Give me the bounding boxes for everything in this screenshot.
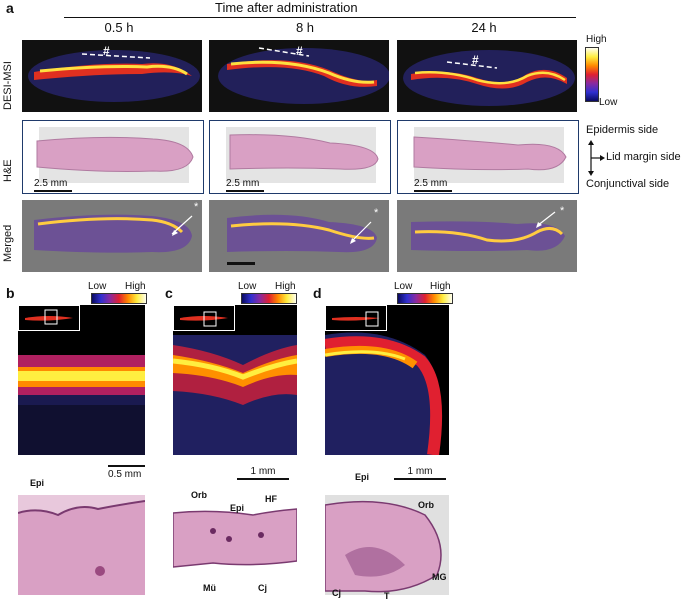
label-cj-c: Cj (258, 583, 267, 593)
label-mg-d: MG (432, 572, 447, 582)
hash-marker-8h: # (296, 44, 303, 58)
label-cj-d: Cj (332, 588, 341, 598)
scale-bar-he-24h: 2.5 mm (414, 178, 452, 192)
panel-b-overview-inset (18, 305, 80, 331)
scale-label: 2.5 mm (414, 178, 448, 189)
row-label-desi-msi: DESI-MSI (2, 61, 14, 110)
scale-label: 0.5 mm (108, 469, 142, 480)
row-label-merged: Merged (2, 224, 14, 262)
panel-d-cbar-high: High (430, 281, 451, 292)
star-marker-0-5h: * (194, 201, 199, 213)
panel-d-overview-inset (325, 305, 387, 331)
orientation-bottom-label: Conjunctival side (586, 178, 670, 190)
panel-c-colorbar (241, 293, 297, 304)
header-rule (64, 17, 576, 18)
label-orb-c: Orb (191, 490, 208, 500)
panel-b-cbar-high: High (125, 281, 146, 292)
star-marker-24h: * (560, 205, 565, 217)
label-hf-c: HF (265, 494, 277, 504)
panel-c-he-zoom (173, 495, 297, 595)
panel-b-scale-bar: 0.5 mm (108, 465, 145, 480)
panel-c-cbar-low: Low (238, 281, 257, 292)
panel-b-cbar-low: Low (88, 281, 107, 292)
panel-b-colorbar (91, 293, 147, 304)
label-orb-d: Orb (418, 500, 435, 510)
orientation-right-label: Lid margin side (606, 151, 681, 163)
panel-c-cbar-high: High (275, 281, 296, 292)
scale-label: 2.5 mm (34, 178, 68, 189)
panel-a-header: Time after administration (215, 0, 358, 15)
he-image-24h (397, 120, 579, 194)
panel-b-he-zoom (18, 495, 145, 595)
msi-image-0-5h (22, 40, 202, 112)
colorbar-high-label: High (586, 34, 607, 45)
hash-marker-24h: # (472, 53, 479, 67)
label-mu-c: Mü (203, 583, 216, 593)
msi-image-8h (209, 40, 389, 112)
label-t-d: T (384, 591, 390, 601)
column-title-24h: 24 h (471, 20, 497, 35)
msi-image-24h (397, 40, 577, 112)
panel-c-scale-bar: 1 mm (237, 466, 289, 480)
panel-d-cbar-low: Low (394, 281, 413, 292)
he-image-0-5h (22, 120, 204, 194)
panel-d-he-zoom (325, 495, 449, 595)
panel-c-letter: c (165, 285, 173, 301)
panel-d-scale-bar: 1 mm (394, 466, 446, 480)
orientation-top-label: Epidermis side (586, 124, 659, 136)
label-epi-d: Epi (355, 472, 370, 482)
column-title-8h: 8 h (295, 20, 315, 35)
colorbar-low-label: Low (599, 97, 618, 108)
scale-bar-he-0-5h: 2.5 mm (34, 178, 72, 192)
merged-image-24h (397, 200, 577, 272)
panel-b-letter: b (6, 285, 15, 301)
label-epi-b: Epi (30, 478, 45, 488)
row-label-he: H&E (2, 159, 14, 182)
scale-label: 1 mm (250, 466, 276, 477)
panel-c-overview-inset (173, 305, 235, 331)
scale-bar-he-8h: 2.5 mm (226, 178, 264, 192)
column-title-0-5h: 0.5 h (104, 20, 134, 35)
orientation-arrows-icon (583, 140, 605, 181)
panel-a-letter: a (6, 0, 14, 16)
merged-image-8h (209, 200, 389, 272)
merged-image-0-5h (22, 200, 202, 272)
he-image-8h (209, 120, 391, 194)
colorbar-vertical (585, 47, 599, 102)
scale-label: 1 mm (407, 466, 433, 477)
panel-d-colorbar (397, 293, 453, 304)
label-epi-c: Epi (230, 503, 245, 513)
panel-d-letter: d (313, 285, 322, 301)
star-marker-8h: * (374, 207, 379, 219)
hash-marker-0-5h: # (103, 44, 110, 58)
scale-label: 2.5 mm (226, 178, 260, 189)
panel-c-msi-zoom (173, 305, 297, 455)
